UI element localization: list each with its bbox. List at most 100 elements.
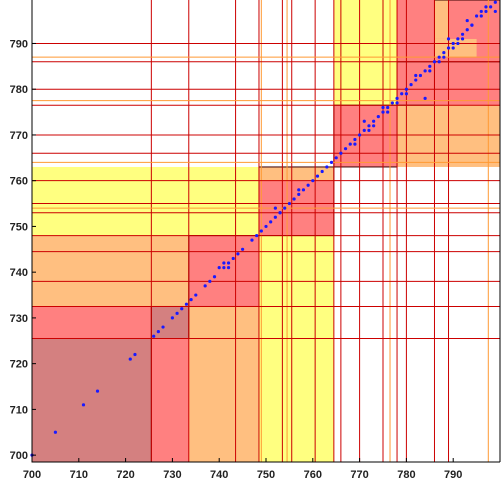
data-point xyxy=(428,64,432,68)
data-point xyxy=(404,87,408,91)
data-point xyxy=(255,233,259,238)
data-point xyxy=(259,229,263,233)
data-point xyxy=(460,32,465,36)
data-point xyxy=(343,147,348,151)
y-tick-label: 710 xyxy=(10,404,28,416)
data-point xyxy=(372,119,376,123)
data-point xyxy=(297,188,301,192)
data-points xyxy=(30,0,497,457)
data-point xyxy=(409,83,413,87)
data-point xyxy=(358,133,362,137)
data-point xyxy=(306,183,310,187)
data-point xyxy=(381,110,385,114)
data-point xyxy=(414,73,418,78)
x-tick-label: 750 xyxy=(257,469,275,481)
data-point xyxy=(264,224,268,229)
data-point xyxy=(161,325,165,329)
data-point xyxy=(226,265,231,270)
x-tick-label: 740 xyxy=(210,469,228,481)
region-red xyxy=(188,235,259,307)
data-point xyxy=(222,265,226,270)
data-point xyxy=(404,92,408,96)
data-point xyxy=(442,55,446,59)
data-point xyxy=(184,302,189,306)
data-point xyxy=(484,5,488,9)
data-point xyxy=(325,165,329,169)
x-axis-ticks: 700 710 720 730 740 750 760 770 780 790 xyxy=(23,458,462,481)
block-regions xyxy=(32,0,500,462)
data-point xyxy=(53,430,58,434)
data-point xyxy=(428,69,432,73)
region-red xyxy=(333,105,398,167)
data-point xyxy=(390,101,394,105)
y-axis-ticks: 700 710 720 730 740 750 760 770 780 790 xyxy=(10,38,36,462)
region-yellow xyxy=(32,166,259,236)
data-point xyxy=(367,124,371,128)
data-point xyxy=(95,389,100,393)
data-point xyxy=(329,160,334,164)
data-point xyxy=(241,247,245,251)
y-tick-label: 720 xyxy=(10,359,28,371)
data-point xyxy=(320,169,324,174)
data-point xyxy=(456,37,460,41)
x-tick-label: 730 xyxy=(163,469,181,481)
region-red xyxy=(397,61,435,106)
region-red xyxy=(32,306,152,339)
data-point xyxy=(451,46,455,50)
data-point xyxy=(250,238,254,242)
region-dark xyxy=(151,306,189,339)
x-tick-label: 700 xyxy=(23,469,41,481)
y-tick-label: 770 xyxy=(10,130,28,142)
x-tick-label: 770 xyxy=(350,469,368,481)
data-point xyxy=(301,188,306,192)
data-point xyxy=(446,37,451,41)
region-dark xyxy=(32,338,152,462)
data-point xyxy=(133,352,137,357)
data-point xyxy=(217,265,221,270)
region-red xyxy=(448,0,500,39)
data-point xyxy=(175,311,179,315)
data-point xyxy=(353,142,357,146)
data-point xyxy=(479,9,483,14)
data-point xyxy=(194,293,198,297)
y-tick-label: 760 xyxy=(10,176,28,188)
data-point xyxy=(339,151,343,155)
data-point xyxy=(479,14,483,18)
data-point xyxy=(475,14,479,18)
data-point xyxy=(189,298,193,302)
data-point xyxy=(311,179,315,183)
data-point xyxy=(437,60,441,64)
x-tick-label: 760 xyxy=(304,469,322,481)
data-point xyxy=(273,215,277,219)
y-tick-label: 750 xyxy=(10,221,28,233)
data-point xyxy=(292,197,296,201)
data-point xyxy=(414,78,418,82)
data-point xyxy=(470,23,474,27)
y-tick-label: 780 xyxy=(10,84,28,96)
data-point xyxy=(376,115,380,119)
region-orange xyxy=(32,235,189,307)
data-point xyxy=(400,92,404,96)
data-point xyxy=(489,5,493,9)
data-point xyxy=(423,69,427,73)
region-yellow xyxy=(258,235,334,462)
data-point xyxy=(465,28,469,32)
data-point xyxy=(212,275,217,279)
data-point xyxy=(278,211,282,215)
data-point xyxy=(372,124,376,128)
partition-lines xyxy=(32,0,500,462)
region-red xyxy=(151,338,189,462)
data-point xyxy=(283,206,287,210)
x-tick-label: 790 xyxy=(444,469,462,481)
data-point xyxy=(465,18,469,23)
data-point xyxy=(180,307,184,311)
region-orange xyxy=(434,38,477,58)
data-point xyxy=(395,101,399,105)
data-point xyxy=(81,403,86,407)
x-tick-label: 720 xyxy=(116,469,134,481)
y-tick-label: 730 xyxy=(10,313,28,325)
y-tick-label: 740 xyxy=(10,267,28,279)
data-point xyxy=(395,96,399,100)
data-point xyxy=(128,357,132,361)
